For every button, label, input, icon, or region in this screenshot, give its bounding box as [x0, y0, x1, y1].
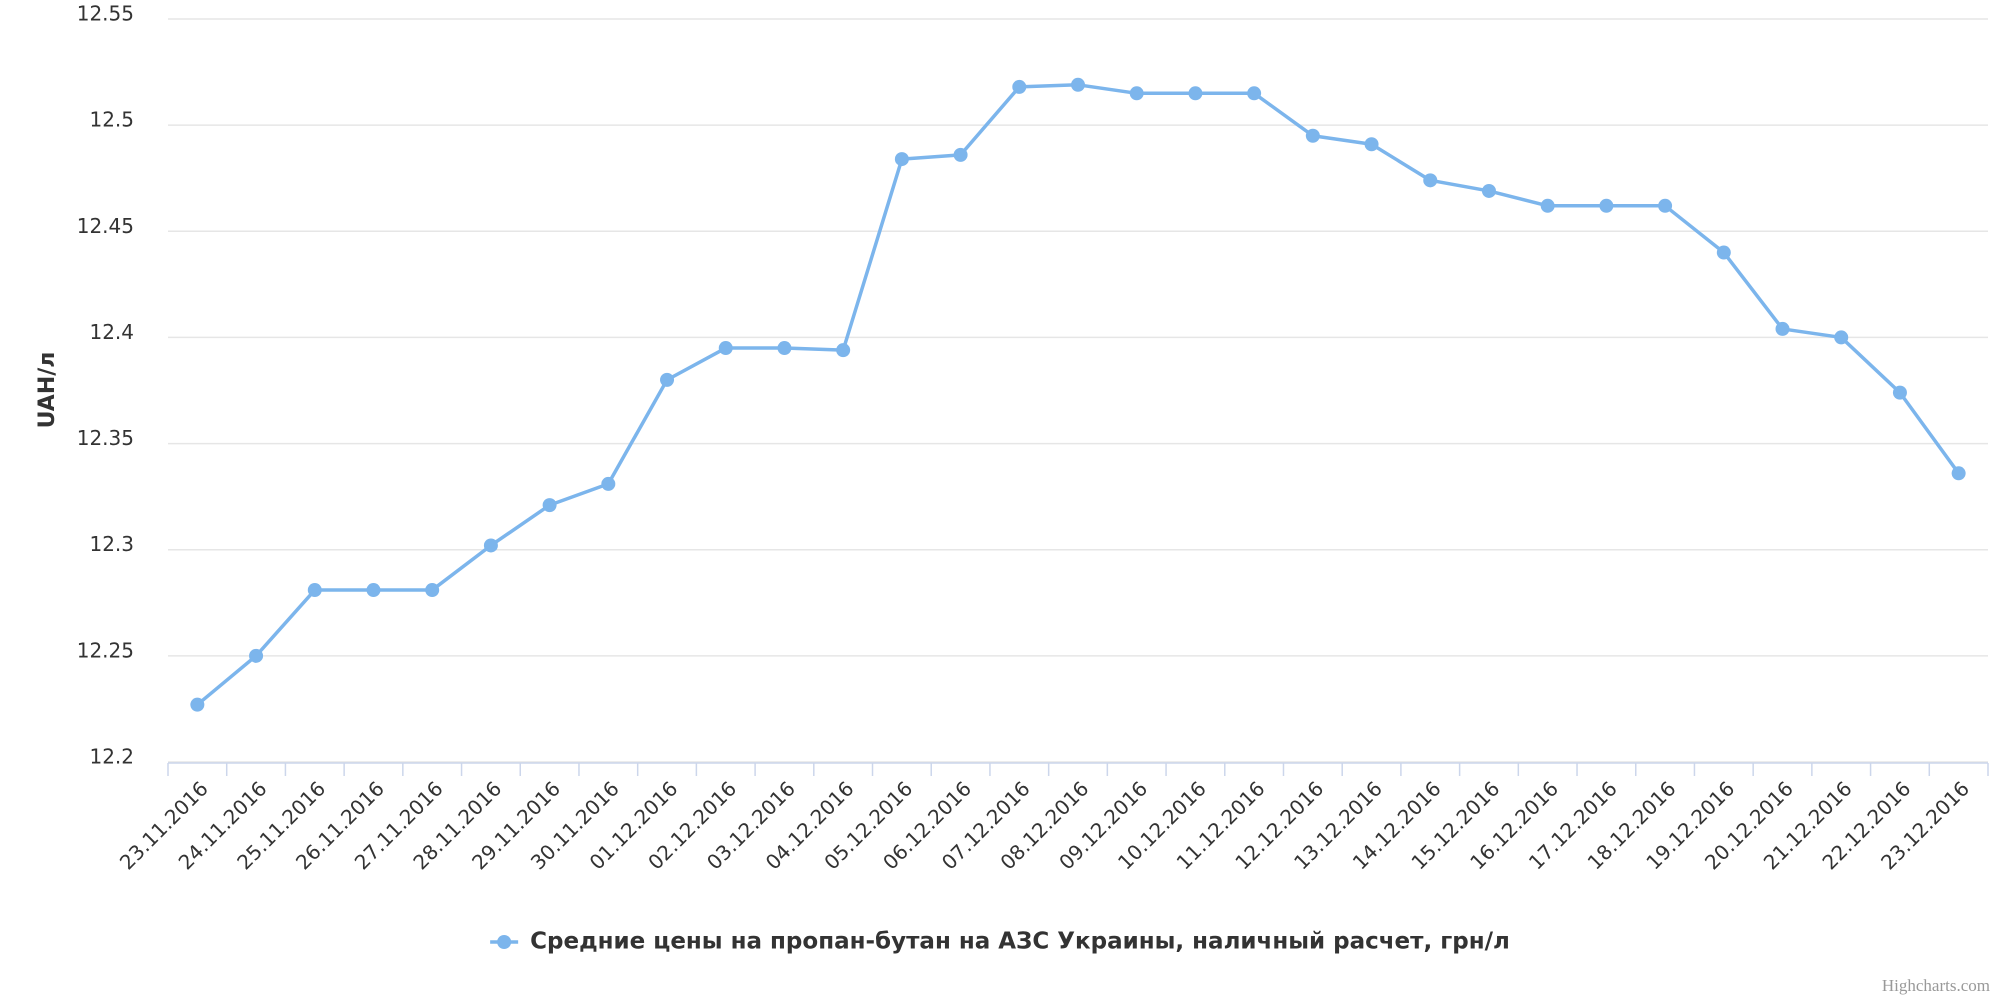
data-point — [307, 583, 322, 598]
data-point — [894, 152, 909, 167]
data-point — [953, 147, 968, 162]
data-point — [1540, 198, 1555, 213]
data-point — [1775, 321, 1790, 336]
data-point — [1129, 86, 1144, 101]
y-tick-label: 12.35 — [77, 426, 134, 450]
data-point — [1716, 245, 1731, 260]
legend-item[interactable]: Средние цены на пропан-бутан на АЗС Укра… — [490, 929, 1510, 955]
legend-label: Средние цены на пропан-бутан на АЗС Укра… — [530, 929, 1510, 955]
y-tick-label: 12.55 — [77, 2, 134, 26]
y-tick-label: 12.2 — [89, 745, 134, 769]
data-point — [1364, 137, 1379, 152]
data-point — [1012, 79, 1027, 94]
data-point — [1599, 198, 1614, 213]
data-point — [1247, 86, 1262, 101]
data-point — [366, 583, 381, 598]
credits: Highcharts.com — [1882, 976, 1990, 995]
legend-symbol — [497, 935, 512, 949]
data-point — [718, 341, 733, 356]
data-point — [1305, 128, 1320, 143]
data-point — [425, 583, 440, 598]
data-point — [542, 498, 557, 513]
data-point — [1423, 173, 1438, 188]
data-point — [1892, 385, 1907, 400]
data-point — [836, 343, 851, 358]
data-point — [660, 372, 675, 387]
data-point — [601, 476, 616, 491]
y-tick-label: 12.4 — [89, 320, 134, 344]
data-point — [1188, 86, 1203, 101]
y-axis-title: UAH/л — [35, 352, 60, 429]
data-point — [1951, 466, 1966, 481]
data-point — [190, 697, 205, 712]
data-point — [777, 341, 792, 356]
data-point — [483, 538, 498, 553]
y-tick-label: 12.5 — [89, 108, 134, 132]
data-point — [1658, 198, 1673, 213]
data-point — [1071, 77, 1085, 92]
y-tick-label: 12.25 — [77, 638, 134, 662]
data-point — [1834, 330, 1849, 345]
data-point — [249, 648, 264, 663]
series-line — [196, 83, 1961, 707]
y-tick-label: 12.3 — [89, 532, 134, 556]
data-point — [1481, 183, 1496, 198]
y-tick-label: 12.45 — [77, 214, 134, 238]
